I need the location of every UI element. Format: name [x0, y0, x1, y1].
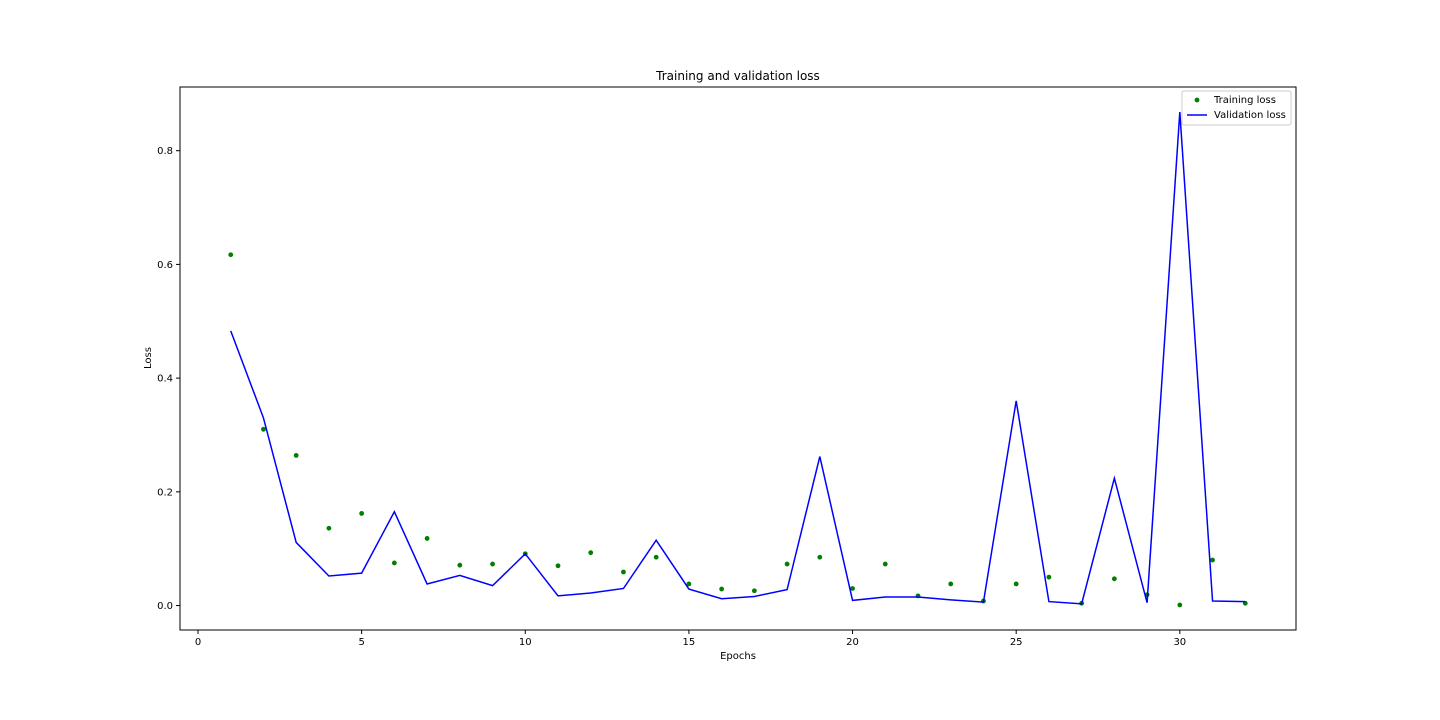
- legend-label-training-loss: Training loss: [1213, 95, 1276, 106]
- y-axis-label: Loss: [143, 347, 154, 369]
- x-tick-label-6: 30: [1173, 637, 1186, 648]
- training-loss-point-19: [817, 554, 823, 560]
- training-loss-point-14: [653, 554, 659, 560]
- y-tick-label-4: 0.8: [157, 146, 173, 157]
- x-tick-label-0: 0: [195, 637, 201, 648]
- x-tick-label-2: 10: [519, 637, 532, 648]
- x-tick-label-3: 15: [683, 637, 696, 648]
- training-loss-point-1: [228, 252, 234, 258]
- x-tick-label-4: 20: [846, 637, 859, 648]
- training-loss-point-12: [588, 550, 594, 556]
- training-loss-point-26: [1046, 574, 1052, 580]
- training-loss-point-6: [391, 560, 397, 566]
- training-loss-point-8: [457, 562, 463, 568]
- legend: Training loss Validation loss: [1181, 90, 1292, 126]
- training-loss-point-18: [784, 561, 790, 567]
- training-loss-point-17: [751, 588, 757, 594]
- training-loss-point-21: [882, 561, 888, 567]
- x-tick-label-5: 25: [1010, 637, 1023, 648]
- plot-area-frame: [179, 86, 1297, 631]
- training-loss-point-25: [1013, 581, 1019, 587]
- chart-title: Training and validation loss: [655, 69, 820, 83]
- training-loss-point-7: [424, 536, 430, 541]
- training-loss-point-20: [850, 586, 855, 591]
- training-loss-point-15: [686, 581, 692, 587]
- legend-label-validation-loss: Validation loss: [1214, 110, 1286, 121]
- y-tick-label-3: 0.6: [157, 260, 173, 271]
- training-loss-point-2: [261, 426, 266, 432]
- training-loss-point-11: [555, 563, 561, 569]
- series-layer: [228, 111, 1248, 608]
- training-loss-point-23: [948, 581, 954, 587]
- training-loss-point-16: [719, 586, 725, 592]
- x-tick-label-1: 5: [358, 637, 364, 648]
- x-axis: 0 5 10 15 20 25 30: [195, 630, 1186, 648]
- training-loss-point-5: [359, 511, 365, 516]
- training-loss-point-31: [1210, 557, 1215, 563]
- training-loss-point-30: [1177, 602, 1183, 608]
- training-loss-point-4: [326, 525, 332, 531]
- y-tick-label-1: 0.2: [157, 487, 173, 498]
- training-loss-point-13: [621, 569, 626, 575]
- legend-box: [1181, 90, 1292, 126]
- training-loss-point-3: [293, 453, 299, 458]
- training-loss-point-28: [1111, 576, 1117, 582]
- y-tick-label-0: 0.0: [157, 601, 173, 612]
- validation-loss-line: [230, 111, 1246, 605]
- y-axis: 0.0 0.2 0.4 0.6 0.8: [157, 146, 180, 612]
- legend-marker-training-loss: [1194, 97, 1200, 103]
- x-axis-label: Epochs: [720, 651, 756, 662]
- y-tick-label-2: 0.4: [157, 374, 173, 385]
- training-loss-point-9: [490, 561, 495, 567]
